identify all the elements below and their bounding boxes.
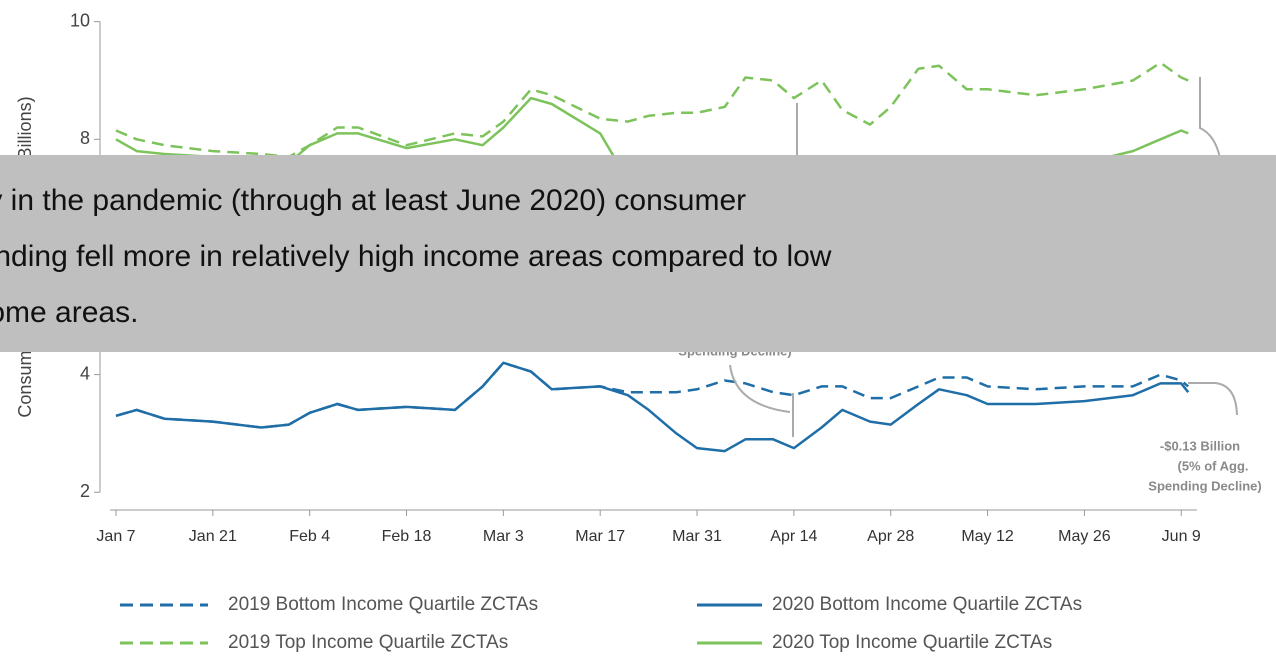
callout-line: income areas.	[0, 296, 138, 329]
x-tick-label: Jun 9	[1162, 528, 1201, 545]
series-line	[115, 361, 1190, 453]
bracket	[729, 364, 794, 437]
x-tick-label: May 12	[961, 528, 1014, 545]
x-tick-label: Apr 14	[770, 528, 817, 545]
y-tick-label: 10	[70, 10, 90, 30]
x-tick-label: Jan 21	[189, 528, 237, 545]
callout-line: Early in the pandemic (through at least …	[0, 184, 746, 217]
annotation: -$0.13 Billion	[1160, 438, 1240, 453]
brackets	[729, 77, 1238, 437]
callout-box	[0, 155, 1276, 352]
x-tick-label: Mar 31	[672, 528, 722, 545]
bracket	[1199, 77, 1221, 159]
bracket	[1188, 382, 1238, 416]
legend-label: 2019 Bottom Income Quartile ZCTAs	[228, 594, 538, 615]
x-tick-label: May 26	[1058, 528, 1111, 545]
legend-label: 2020 Top Income Quartile ZCTAs	[772, 632, 1052, 653]
callout-line: spending fell more in relatively high in…	[0, 240, 832, 273]
x-tick-label: Jan 7	[96, 528, 135, 545]
annotation: (5% of Agg.	[1177, 458, 1248, 473]
series-line	[115, 61, 1189, 159]
series-line	[115, 361, 1190, 429]
annotation: Spending Decline)	[1148, 478, 1261, 493]
legend-label: 2019 Top Income Quartile ZCTAs	[228, 632, 508, 653]
x-tick-label: Mar 3	[483, 528, 524, 545]
y-tick-label: 2	[80, 481, 90, 501]
y-tick-label: 8	[80, 128, 90, 148]
x-tick-label: Feb 4	[289, 528, 330, 545]
legend-label: 2020 Bottom Income Quartile ZCTAs	[772, 594, 1082, 615]
x-tick-label: Apr 28	[867, 528, 914, 545]
x-tick-label: Mar 17	[575, 528, 625, 545]
y-tick-label: 4	[80, 363, 90, 383]
x-tick-label: Feb 18	[382, 528, 432, 545]
legend: 2019 Bottom Income Quartile ZCTAs 2020 Bo…	[120, 594, 1082, 653]
